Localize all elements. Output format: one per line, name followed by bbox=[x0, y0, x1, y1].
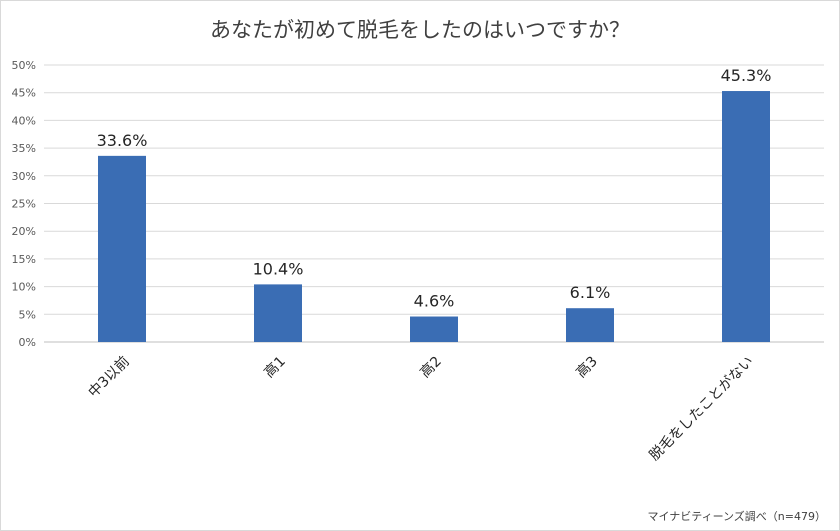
bar bbox=[254, 284, 302, 342]
x-tick-label: 高3 bbox=[573, 353, 601, 381]
data-label: 45.3% bbox=[721, 66, 772, 85]
y-tick-label: 5% bbox=[19, 308, 36, 321]
x-tick-label: 高2 bbox=[417, 353, 445, 381]
source-note: マイナビティーンズ調べ（n=479） bbox=[647, 510, 826, 523]
data-label: 10.4% bbox=[253, 259, 304, 278]
data-label: 6.1% bbox=[570, 283, 611, 302]
x-tick-label: 脱毛をしたことがない bbox=[647, 354, 757, 464]
y-tick-label: 10% bbox=[12, 281, 36, 294]
x-tick-label: 中3以前 bbox=[85, 353, 133, 401]
y-tick-label: 45% bbox=[12, 87, 36, 100]
bar bbox=[722, 91, 770, 343]
data-label: 4.6% bbox=[414, 292, 455, 311]
y-tick-label: 25% bbox=[12, 198, 36, 211]
y-tick-label: 30% bbox=[12, 170, 36, 183]
y-tick-label: 50% bbox=[12, 59, 36, 72]
y-tick-label: 0% bbox=[19, 336, 36, 349]
bar bbox=[410, 316, 458, 342]
chart-title: あなたが初めて脱毛をしたのはいつですか？ bbox=[210, 18, 630, 42]
y-tick-label: 35% bbox=[12, 142, 36, 155]
y-tick-label: 20% bbox=[12, 225, 36, 238]
bar bbox=[566, 308, 614, 342]
data-label: 33.6% bbox=[97, 131, 148, 150]
x-tick-label: 高1 bbox=[261, 353, 289, 381]
y-tick-label: 15% bbox=[12, 253, 36, 266]
bar bbox=[98, 155, 146, 342]
y-tick-label: 40% bbox=[12, 114, 36, 127]
